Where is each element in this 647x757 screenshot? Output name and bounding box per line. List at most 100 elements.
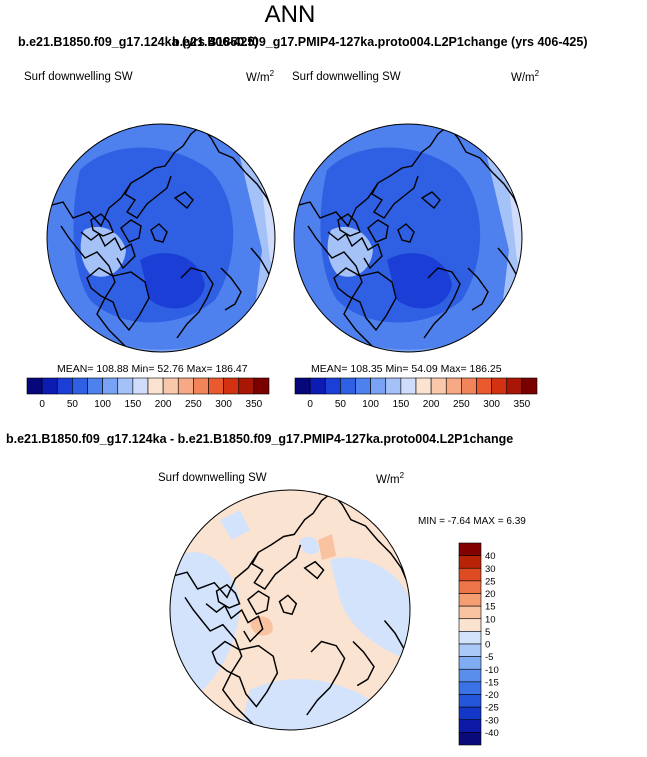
colorbar-diff-swatch [458, 618, 482, 632]
colorbar-right-swatch [385, 377, 402, 395]
colorbar-left-swatch [162, 377, 179, 395]
colorbar-diff-tick-label: 40 [485, 551, 496, 562]
colorbar-right-swatch [340, 377, 356, 395]
colorbar-diff-tick-label: 0 [485, 640, 490, 651]
colorbar-diff-swatch [458, 706, 482, 721]
colorbar-diff-swatch [458, 580, 482, 594]
colorbar-diff-swatch [458, 593, 482, 607]
colorbar-diff-tick-label: 10 [485, 614, 496, 625]
colorbar-left-tick-label: 200 [155, 399, 172, 410]
colorbar-left-swatch [87, 377, 103, 395]
colorbar-right-tick-label: 200 [423, 399, 440, 410]
colorbar-right-tick-label: 100 [362, 399, 379, 410]
colorbar-left-swatch [223, 377, 240, 395]
colorbar-diff-tick-label: 25 [485, 576, 496, 587]
colorbar-diff-tick-label: -15 [485, 677, 499, 688]
colorbar-diff-swatch [458, 542, 482, 556]
colorbar-right-swatch [309, 377, 326, 395]
colorbar-left-swatch [253, 377, 270, 395]
colorbar-left-swatch [72, 377, 88, 395]
colorbar-left-swatch [193, 377, 209, 395]
colorbar-diff-swatch [458, 656, 482, 670]
units-label-right: W/m2 [511, 69, 540, 84]
colorbar-right-swatch [506, 377, 523, 395]
colorbar-right-swatch [476, 377, 492, 395]
colorbar-left-swatch [117, 377, 134, 395]
colorbar-diff-swatch [458, 668, 482, 683]
subtitle-right: b.e21.B1850.f09_g17.PMIP4-127ka.proto004… [172, 35, 588, 49]
colorbar-left-tick-label: 0 [39, 399, 45, 410]
colorbar-left-swatch [41, 377, 58, 395]
variable-label-left: Surf downwelling SW [24, 71, 133, 83]
colorbar-diff-swatch [458, 605, 482, 620]
colorbar-right-swatch [430, 377, 447, 395]
colorbar-diff-swatch [458, 555, 482, 569]
colorbar-diff-tick-label: -5 [485, 652, 493, 663]
colorbar-left-swatch [147, 377, 164, 395]
stats-left: MEAN= 108.88 Min= 52.76 Max= 186.47 [57, 363, 248, 375]
map-panel-difference: b.e21.B1850.f09_g17.124ka - b.e21.B1850.… [6, 432, 526, 746]
colorbar-right-swatch [491, 377, 508, 395]
colorbar-diff-tick-label: 5 [485, 627, 490, 638]
colorbar-diff-swatch [458, 719, 482, 733]
colorbar-left-tick-label: 350 [246, 399, 263, 410]
colorbar-right-tick-label: 0 [307, 399, 313, 410]
figure-title: ANN [265, 1, 316, 28]
colorbar-right-swatch [294, 377, 311, 395]
colorbar-right-swatch [415, 377, 432, 395]
colorbar-right-tick-label: 150 [393, 399, 410, 410]
colorbar-left-tick-label: 300 [215, 399, 232, 410]
colorbar-diff-tick-label: -10 [485, 665, 499, 676]
colorbar-diff-swatch [458, 694, 482, 708]
colorbar-left-swatch [208, 377, 224, 395]
colorbar-right-tick-label: 350 [514, 399, 531, 410]
variable-label-right: Surf downwelling SW [292, 71, 401, 83]
colorbar-left-swatch [102, 377, 119, 395]
map-panel-left: Surf downwelling SW W/m2 MEAN= 108.88 Mi… [24, 69, 276, 410]
colorbar-right-tick-label: 250 [453, 399, 470, 410]
colorbar-diff-swatch [458, 681, 482, 695]
colorbar-left-tick-label: 100 [94, 399, 111, 410]
colorbar-left-swatch [238, 377, 255, 395]
colorbar-right-swatch [445, 377, 462, 395]
colorbar-diff-tick-label: 20 [485, 589, 496, 600]
difference-title: b.e21.B1850.f09_g17.124ka - b.e21.B1850.… [6, 432, 513, 446]
colorbar-left-swatch [56, 377, 73, 395]
variable-label-diff: Surf downwelling SW [158, 472, 267, 484]
colorbar-right-swatch [400, 377, 417, 395]
map-field-diff [170, 490, 410, 730]
map-panel-right: Surf downwelling SW W/m2 MEAN= 108.35 Mi… [292, 69, 540, 410]
colorbar-diff-swatch [458, 643, 482, 657]
colorbar-right-tick-label: 300 [483, 399, 500, 410]
colorbar-left-tick-label: 250 [185, 399, 202, 410]
colorbar-left-swatch [26, 377, 43, 395]
colorbar-diff-swatch [458, 631, 482, 645]
colorbar-diff-swatch [458, 732, 482, 746]
colorbar-left: 0 50 100 150 200 250 300 350 [26, 377, 270, 410]
stats-right: MEAN= 108.35 Min= 54.09 Max= 186.25 [311, 363, 502, 375]
colorbar-right-swatch [461, 377, 477, 395]
colorbar-right: 0 50 100 150 200 250 300 350 [294, 377, 538, 410]
colorbar-left-tick-label: 150 [125, 399, 142, 410]
colorbar-right-swatch [324, 377, 341, 395]
colorbar-diff-tick-label: -30 [485, 715, 499, 726]
colorbar-diff-tick-label: 30 [485, 564, 496, 575]
colorbar-left-swatch [132, 377, 149, 395]
subtitle-left: b.e21.B1850.f09_g17.124ka (yrs 406-425) [18, 35, 258, 49]
colorbar-diff-swatch [458, 567, 482, 582]
colorbar-right-swatch [355, 377, 371, 395]
colorbar-left-tick-label: 50 [67, 399, 79, 410]
colorbar-diff-tick-label: -40 [485, 728, 499, 739]
units-label-diff: W/m2 [376, 471, 405, 486]
colorbar-right-swatch [521, 377, 538, 395]
colorbar-diff-tick-label: 15 [485, 602, 496, 613]
colorbar-left-swatch [177, 377, 194, 395]
colorbar-right-tick-label: 50 [335, 399, 347, 410]
colorbar-diff-tick-label: -25 [485, 703, 499, 714]
colorbar-diff-tick-label: -20 [485, 690, 499, 701]
colorbar-right-swatch [370, 377, 387, 395]
stats-diff: MIN = -7.64 MAX = 6.39 [418, 516, 526, 527]
units-label-left: W/m2 [246, 69, 275, 84]
